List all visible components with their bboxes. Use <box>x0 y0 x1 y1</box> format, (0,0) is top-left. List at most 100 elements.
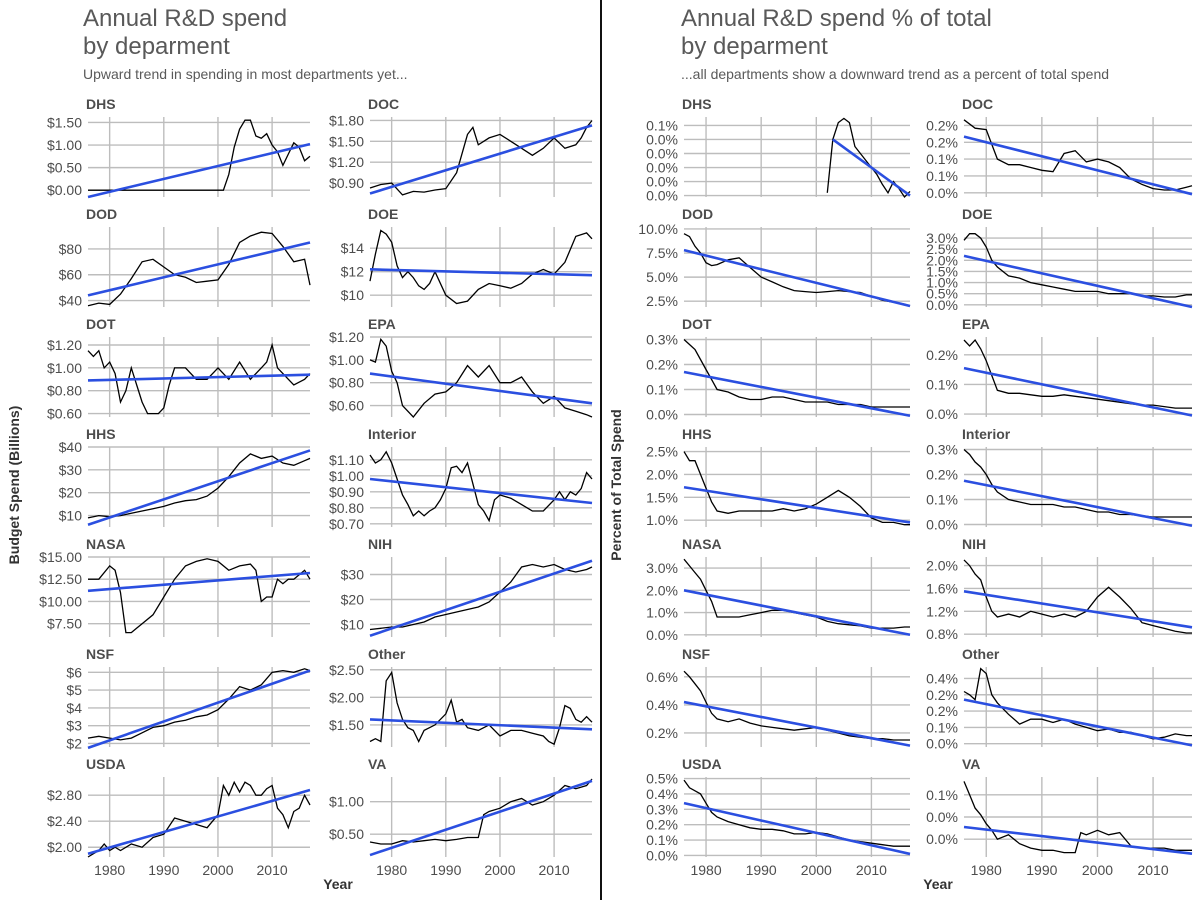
series-line <box>88 119 311 191</box>
left-subtitle: Upward trend in spending in most departm… <box>83 66 408 82</box>
right-subtitle: ...all departments show a downward trend… <box>681 66 1110 82</box>
facet-title: Interior <box>962 426 1011 442</box>
y-tick-label: 0.3% <box>646 332 678 348</box>
trend-line <box>369 718 593 731</box>
trend-line <box>963 479 1193 528</box>
y-tick-label: 0.1% <box>646 382 678 398</box>
right-facet-dod: DOD 2.5% 5.0% 7.5% 10.0% <box>638 206 911 309</box>
y-tick-label: $10 <box>59 508 83 524</box>
trend-line <box>369 372 593 405</box>
trend-line <box>832 138 911 197</box>
y-tick-label: 0.0% <box>926 297 958 313</box>
y-tick-label: 1.5% <box>646 489 678 505</box>
y-tick-label: $1.10 <box>329 452 364 468</box>
y-tick-label: 1.6% <box>926 580 958 596</box>
y-tick-label: $2 <box>66 735 82 751</box>
y-tick-label: 0.1% <box>646 117 678 133</box>
left-panel: Annual R&D spend by deparment Upward tre… <box>6 5 593 892</box>
x-tick-label: 1990 <box>148 862 179 878</box>
series-line <box>683 339 910 408</box>
right-facet-nasa: NASA 0.0% 1.0% 2.0% 3.0% <box>646 536 911 643</box>
right-facet-chart: Percent of Total Spend Year DHS0.0%0.0%0… <box>608 96 1193 892</box>
series-line <box>369 670 593 746</box>
series-line <box>963 667 1192 740</box>
y-tick-label: $2.00 <box>47 839 82 855</box>
y-tick-label: 1.0% <box>926 275 958 291</box>
y-tick-label: $1.50 <box>329 717 364 733</box>
y-tick-label: $0.00 <box>47 182 82 198</box>
facet-title: DOE <box>368 206 398 222</box>
y-tick-label: 0.2% <box>646 817 678 833</box>
series-line <box>963 119 1193 191</box>
y-tick-label: 2.0% <box>926 558 958 574</box>
y-tick-label: 0.0% <box>646 627 678 643</box>
x-tick-label: 1980 <box>376 862 407 878</box>
trend-line <box>963 825 1193 855</box>
trend-line <box>963 698 1193 747</box>
series-line <box>369 337 593 418</box>
facet-title: NASA <box>86 536 126 552</box>
y-tick-label: $1.20 <box>329 329 364 345</box>
series-line <box>683 670 910 741</box>
series-line <box>88 558 311 634</box>
y-tick-label: $10 <box>341 287 365 303</box>
trend-line <box>683 370 911 418</box>
y-tick-label: 0.1% <box>926 492 958 508</box>
facet-title: VA <box>368 756 386 772</box>
facet-title: NSF <box>682 646 710 662</box>
y-tick-label: $20 <box>341 592 365 608</box>
trend-line <box>87 373 311 382</box>
x-tick-label: 1990 <box>1026 862 1057 878</box>
facet-title: NIH <box>368 536 392 552</box>
y-tick-label: 2.0% <box>646 466 678 482</box>
y-tick-label: 1.0% <box>646 512 678 528</box>
y-tick-label: 0.4% <box>926 670 958 686</box>
facet-title: DOT <box>682 316 712 332</box>
facet-title: DOE <box>962 206 992 222</box>
trend-line <box>87 788 311 855</box>
y-tick-label: $4 <box>66 700 82 716</box>
facet-title: NIH <box>962 536 986 552</box>
x-tick-label: 2010 <box>856 862 887 878</box>
y-tick-label: 0.0% <box>926 736 958 752</box>
left-y-axis-label: Budget Spend (Billions) <box>6 406 22 565</box>
y-tick-label: $1.20 <box>47 337 82 353</box>
y-tick-label: $0.50 <box>329 826 364 842</box>
facet-title: EPA <box>368 316 396 332</box>
y-tick-label: $0.80 <box>329 375 364 391</box>
series-line <box>683 558 910 629</box>
trend-line <box>963 135 1193 196</box>
y-tick-label: 0.1% <box>926 151 958 167</box>
y-tick-label: $60 <box>59 267 83 283</box>
x-tick-label: 2010 <box>257 862 288 878</box>
y-tick-label: $10.00 <box>39 593 82 609</box>
y-tick-label: $12.50 <box>39 571 82 587</box>
y-tick-label: 2.5% <box>646 444 678 460</box>
facet-title: HHS <box>86 426 116 442</box>
series-line <box>963 559 1192 634</box>
x-tick-label: 2010 <box>539 862 570 878</box>
facet-title: EPA <box>962 316 990 332</box>
y-tick-label: $0.70 <box>329 516 364 532</box>
trend-line <box>369 124 593 195</box>
left-facet-usda: USDA $2.00 $2.40 $2.80 1980 1990 2000 2010 <box>47 756 311 878</box>
y-tick-label: 5.0% <box>646 269 678 285</box>
y-tick-label: 2.0% <box>926 252 958 268</box>
y-tick-label: 0.2% <box>926 703 958 719</box>
left-facet-nasa: NASA $7.50 $10.00 $12.50 $15.00 <box>39 536 311 637</box>
right-facet-usda: USDA 0.0%0.1%0.2%0.3%0.4%0.5% 1980 1990 2000… <box>646 756 911 878</box>
right-facet-epa: EPA 0.0% 0.1% 0.2% <box>926 316 1193 422</box>
facet-title: Other <box>962 646 1000 662</box>
right-facet-nsf: NSF 0.2% 0.4% 0.6% <box>646 646 911 747</box>
left-facet-chart: Budget Spend (Billions) Year DHS $0.00 $0.… <box>6 96 593 892</box>
series-line <box>369 229 593 305</box>
y-tick-label: 0.0% <box>646 131 678 147</box>
y-tick-label: $0.90 <box>329 175 364 191</box>
y-tick-label: 0.0% <box>926 831 958 847</box>
y-tick-label: 0.1% <box>646 832 678 848</box>
trend-line <box>963 590 1193 629</box>
y-tick-label: $12 <box>341 264 365 280</box>
